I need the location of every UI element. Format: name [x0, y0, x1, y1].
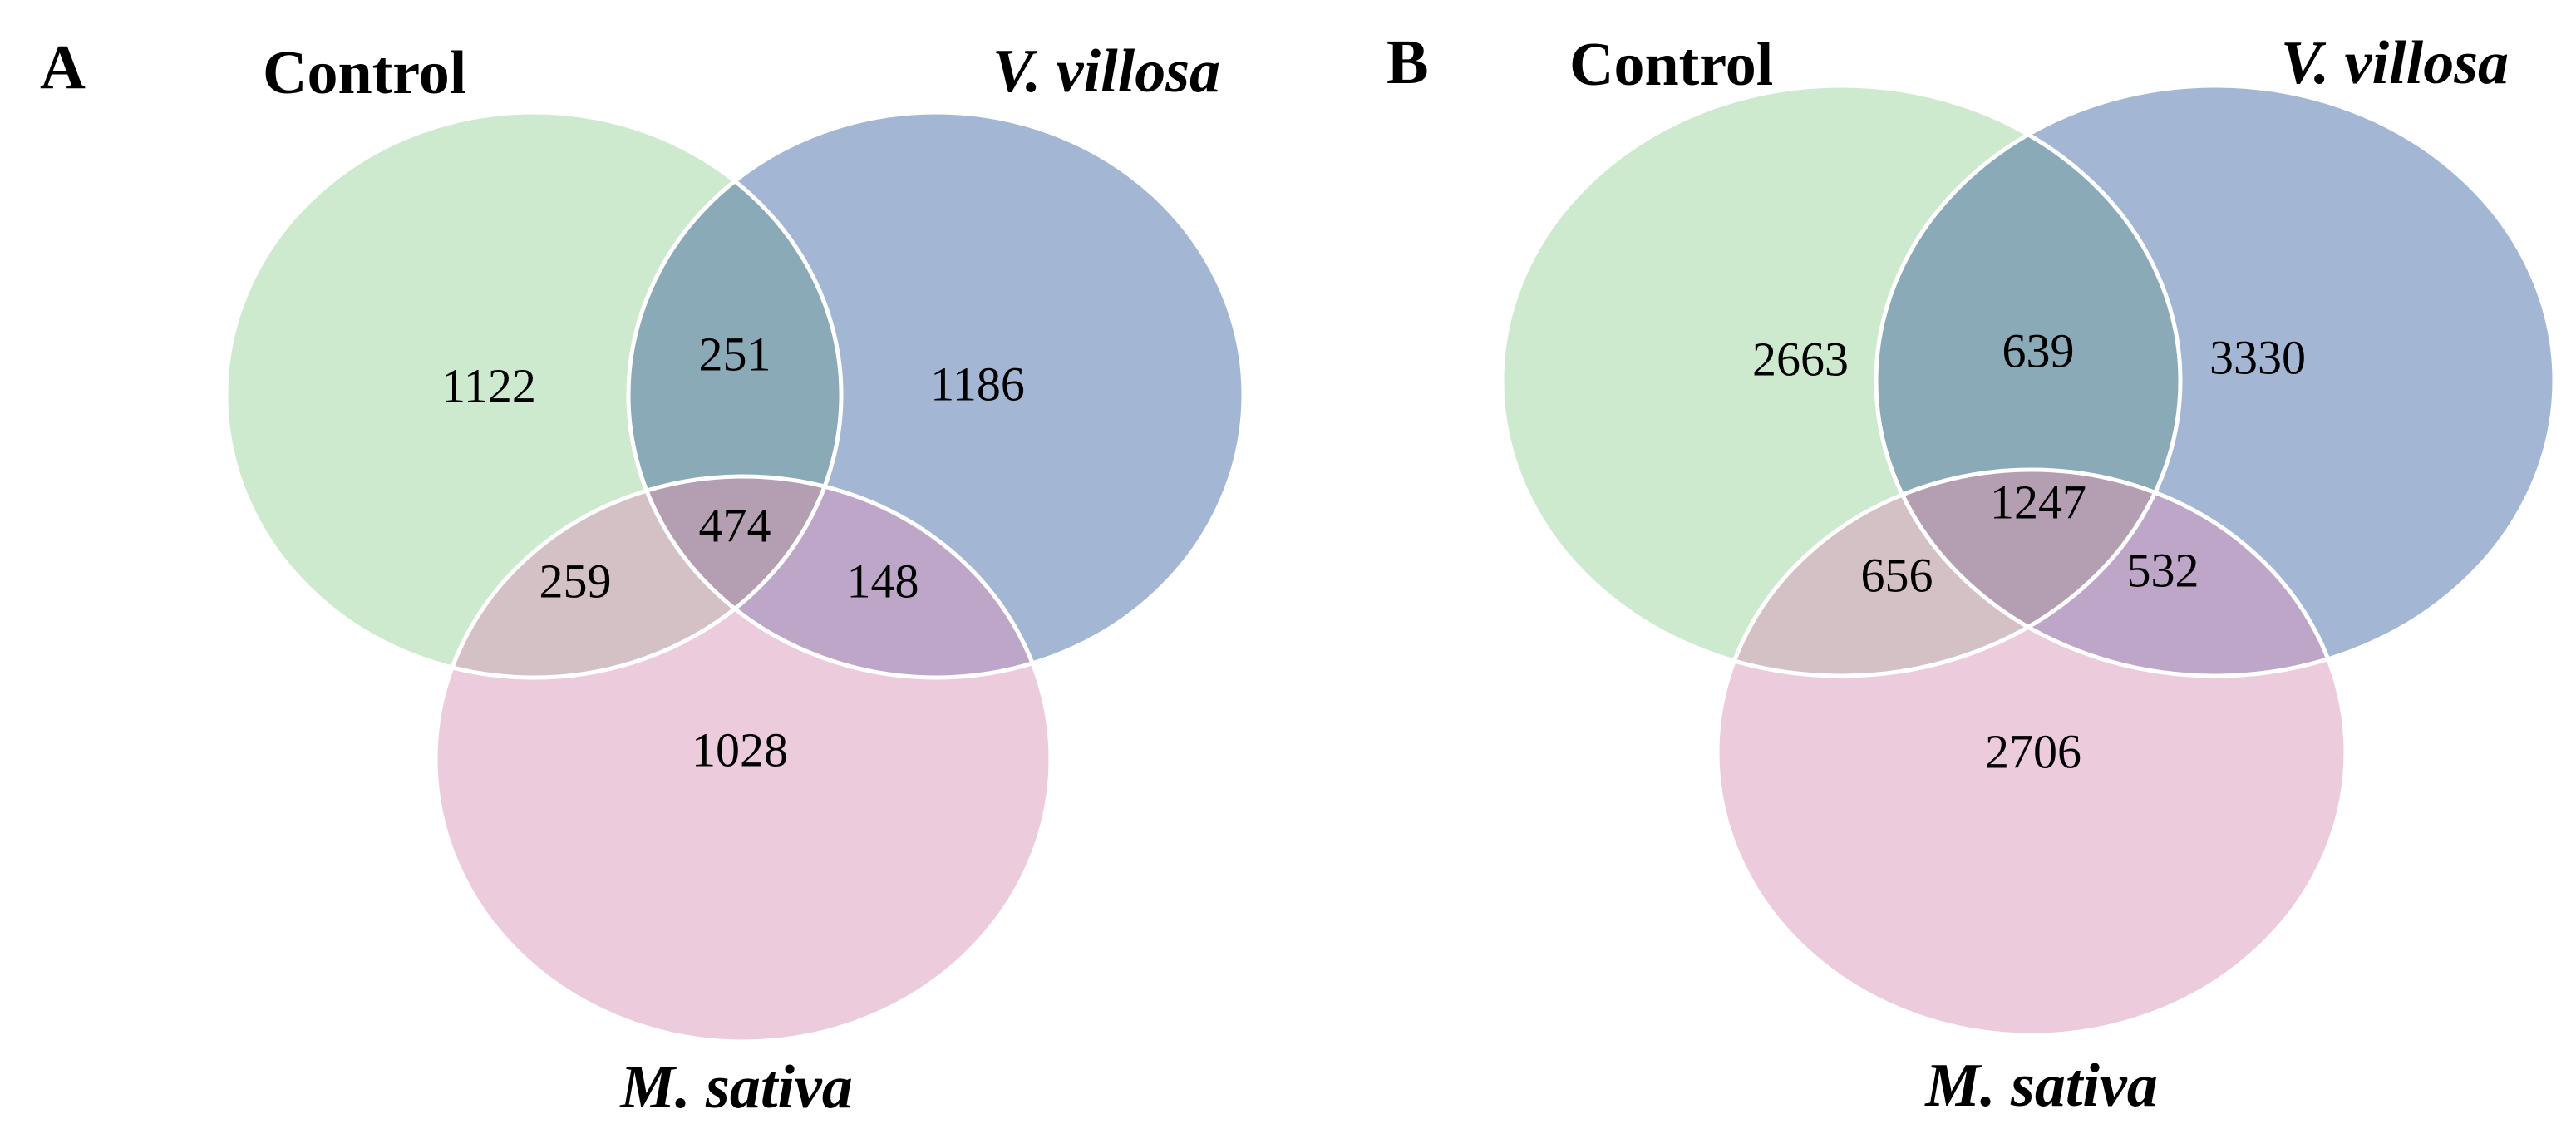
count-control-sativa: 259: [539, 554, 612, 608]
villosa-label: V. villosa: [992, 37, 1220, 106]
panel-letter: A: [40, 32, 86, 102]
count-control-villosa: 251: [699, 327, 771, 381]
count-control-sativa: 656: [1861, 548, 1933, 602]
villosa-sativa-overlap: [1876, 470, 2346, 676]
villosa-circle-outline: [626, 110, 1246, 680]
count-control-only: 1122: [441, 358, 536, 412]
sativa-label: M. sativa: [1924, 1052, 2158, 1120]
count-villosa-sativa: 148: [847, 554, 919, 608]
villosa-sativa-overlap: [628, 476, 1051, 678]
count-control-villosa: 639: [2002, 323, 2075, 377]
control-label: Control: [1569, 31, 1773, 99]
count-villosa-sativa: 532: [2127, 543, 2199, 597]
sativa-circle-outline: [1715, 467, 2348, 1038]
count-all-three: 1247: [1990, 475, 2086, 529]
panel-letter: B: [1387, 27, 1429, 97]
control-label: Control: [263, 39, 466, 107]
count-villosa-only: 1186: [930, 357, 1025, 411]
villosa-label: V. villosa: [2281, 29, 2509, 97]
count-sativa-only: 2706: [1985, 724, 2081, 778]
count-control-only: 2663: [1752, 332, 1849, 386]
venn-panel-a: A Control V. villosa M. sativa 1122 1186 1028 2…: [40, 32, 1246, 1122]
control-circle-outline: [1500, 83, 2183, 678]
count-villosa-only: 3330: [2209, 330, 2306, 384]
count-all-three: 474: [699, 498, 771, 552]
villosa-circle-outline: [1874, 83, 2557, 678]
venn-panel-b: B Control V. villosa M. sativa 2663 3330 2706 6…: [1387, 27, 2557, 1120]
count-sativa-only: 1028: [692, 722, 788, 777]
sativa-circle-outline: [433, 474, 1053, 1044]
control-circle-outline: [224, 110, 844, 680]
sativa-label: M. sativa: [619, 1053, 853, 1122]
control-sativa-overlap: [1717, 470, 2180, 676]
control-sativa-overlap: [436, 476, 841, 678]
